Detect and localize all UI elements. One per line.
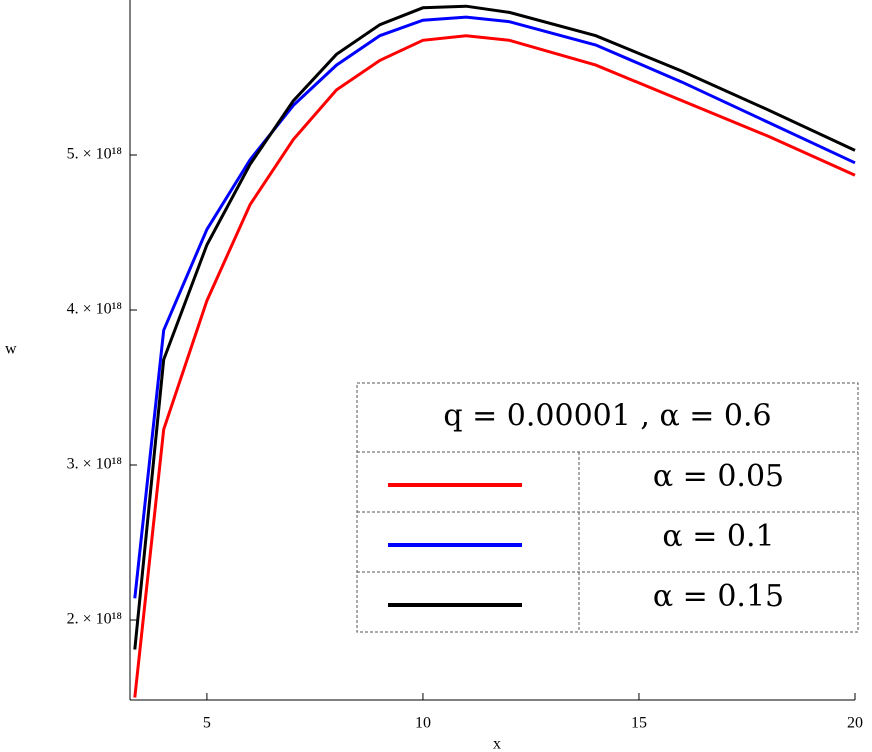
y-tick-label: 2. × 10¹⁸: [67, 611, 122, 628]
y-tick-label: 5. × 10¹⁸: [67, 146, 122, 163]
legend-box: [356, 382, 859, 633]
legend-label: α = 0.05: [653, 459, 784, 494]
x-tick-label: 15: [631, 715, 647, 732]
legend-title: q = 0.00001 , α = 0.6: [443, 399, 771, 434]
x-tick-label: 10: [415, 715, 431, 732]
series-line: [133, 4, 856, 650]
legend-label: α = 0.15: [653, 579, 784, 614]
series-line: [133, 15, 856, 599]
series-line: [133, 34, 856, 698]
x-tick-label: 20: [847, 715, 863, 732]
x-axis-label: x: [493, 736, 501, 752]
x-tick-label: 5: [203, 715, 211, 732]
legend-label: α = 0.1: [662, 519, 774, 554]
y-tick-label: 3. × 10¹⁸: [67, 456, 122, 473]
y-axis-label: w: [5, 341, 17, 358]
y-tick-label: 4. × 10¹⁸: [67, 301, 122, 318]
